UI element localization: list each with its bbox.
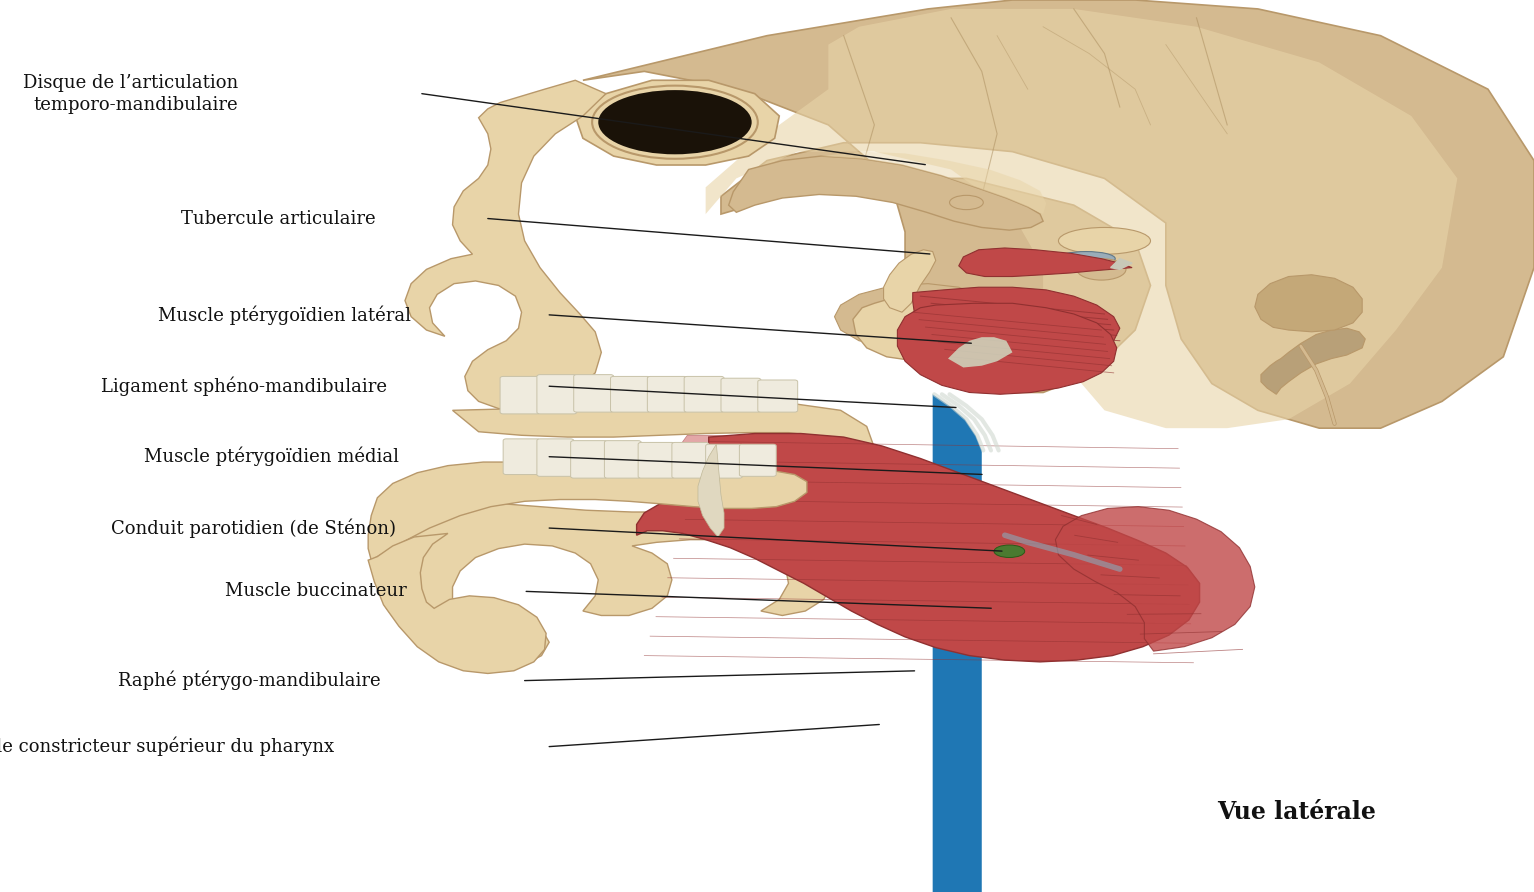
Text: Vue latérale: Vue latérale bbox=[1216, 800, 1376, 823]
FancyBboxPatch shape bbox=[611, 376, 650, 412]
Polygon shape bbox=[1055, 507, 1255, 651]
Ellipse shape bbox=[950, 195, 983, 210]
Ellipse shape bbox=[598, 90, 752, 154]
Polygon shape bbox=[371, 403, 887, 669]
FancyBboxPatch shape bbox=[537, 439, 574, 476]
FancyBboxPatch shape bbox=[672, 442, 709, 478]
Text: Muscle ptérygoïdien latéral: Muscle ptérygoïdien latéral bbox=[158, 305, 411, 325]
Polygon shape bbox=[1111, 259, 1132, 269]
Polygon shape bbox=[913, 287, 1120, 359]
FancyBboxPatch shape bbox=[574, 375, 614, 412]
Text: Muscle buccinateur: Muscle buccinateur bbox=[225, 582, 407, 600]
Ellipse shape bbox=[1058, 227, 1150, 254]
FancyBboxPatch shape bbox=[537, 375, 577, 414]
Text: Raphé ptérygo-mandibulaire: Raphé ptérygo-mandibulaire bbox=[118, 671, 380, 690]
FancyBboxPatch shape bbox=[647, 376, 687, 412]
Polygon shape bbox=[834, 284, 994, 346]
FancyBboxPatch shape bbox=[604, 441, 641, 478]
Polygon shape bbox=[959, 248, 1132, 277]
Polygon shape bbox=[884, 250, 936, 312]
Polygon shape bbox=[853, 293, 982, 360]
Polygon shape bbox=[897, 303, 1117, 394]
Polygon shape bbox=[1261, 328, 1365, 394]
Ellipse shape bbox=[1057, 252, 1115, 266]
Polygon shape bbox=[368, 462, 807, 560]
Text: Ligament sphéno-mandibulaire: Ligament sphéno-mandibulaire bbox=[101, 376, 387, 396]
FancyBboxPatch shape bbox=[571, 441, 607, 478]
FancyBboxPatch shape bbox=[503, 439, 540, 475]
Polygon shape bbox=[637, 434, 1200, 662]
FancyBboxPatch shape bbox=[758, 380, 798, 412]
Text: Muscle ptérygoïdien médial: Muscle ptérygoïdien médial bbox=[144, 447, 399, 467]
Polygon shape bbox=[706, 9, 1457, 428]
Text: Muscle constricteur supérieur du pharynx: Muscle constricteur supérieur du pharynx bbox=[0, 737, 334, 756]
FancyBboxPatch shape bbox=[706, 444, 742, 478]
Polygon shape bbox=[698, 444, 724, 537]
Ellipse shape bbox=[994, 545, 1025, 558]
FancyBboxPatch shape bbox=[721, 378, 761, 412]
FancyBboxPatch shape bbox=[500, 376, 540, 414]
Text: Conduit parotidien (de Sténon): Conduit parotidien (de Sténon) bbox=[110, 518, 396, 538]
Polygon shape bbox=[821, 152, 1046, 214]
Ellipse shape bbox=[1284, 298, 1348, 326]
Polygon shape bbox=[405, 80, 606, 410]
Polygon shape bbox=[948, 337, 1012, 368]
Polygon shape bbox=[583, 0, 1534, 428]
FancyBboxPatch shape bbox=[739, 444, 776, 476]
Text: Disque de l’articulation
temporo-mandibulaire: Disque de l’articulation temporo-mandibu… bbox=[23, 73, 238, 114]
Ellipse shape bbox=[1034, 310, 1092, 336]
Polygon shape bbox=[626, 435, 804, 501]
Polygon shape bbox=[1037, 332, 1086, 359]
Polygon shape bbox=[729, 156, 1043, 230]
FancyBboxPatch shape bbox=[638, 442, 675, 478]
Polygon shape bbox=[368, 533, 546, 673]
Text: Tubercule articulaire: Tubercule articulaire bbox=[181, 210, 376, 227]
Polygon shape bbox=[575, 80, 779, 165]
Ellipse shape bbox=[1077, 259, 1126, 280]
FancyBboxPatch shape bbox=[684, 376, 724, 412]
Polygon shape bbox=[1255, 275, 1362, 332]
